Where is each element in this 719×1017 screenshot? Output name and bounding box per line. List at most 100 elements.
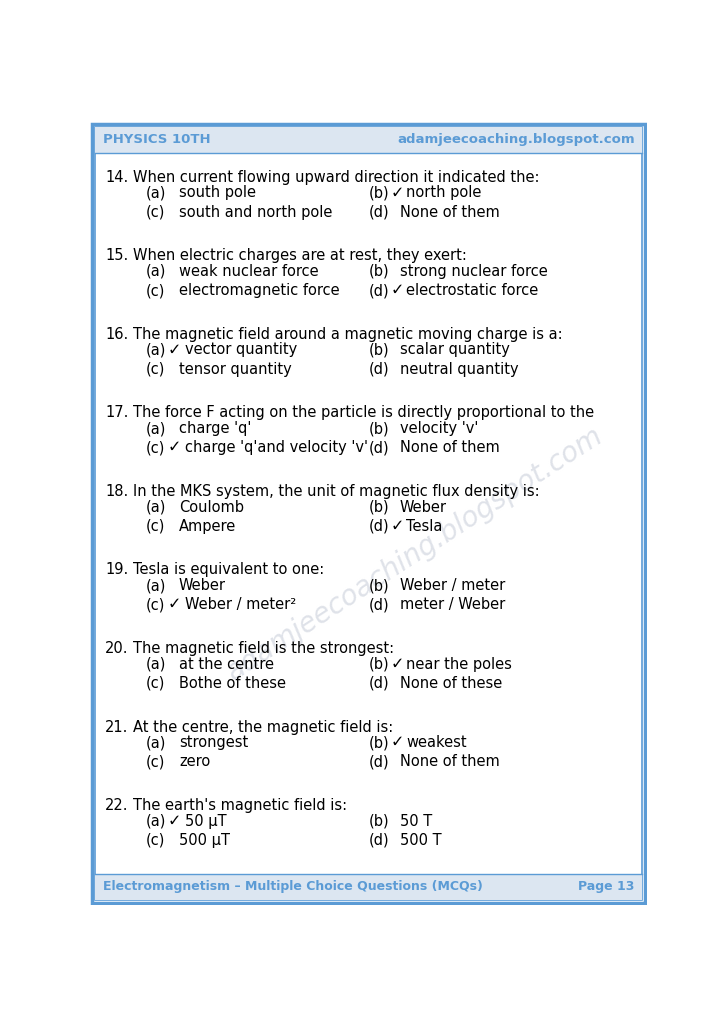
Text: (d): (d) (369, 440, 390, 456)
Text: (c): (c) (146, 519, 165, 534)
Text: The magnetic field is the strongest:: The magnetic field is the strongest: (133, 641, 395, 656)
Text: (c): (c) (146, 597, 165, 612)
Text: (a): (a) (146, 578, 166, 593)
Text: at the centre: at the centre (179, 657, 274, 671)
Text: 19.: 19. (106, 562, 129, 578)
Text: The force F acting on the particle is directly proportional to the: The force F acting on the particle is di… (133, 406, 595, 420)
Text: north pole: north pole (406, 185, 482, 200)
Text: velocity 'v': velocity 'v' (400, 421, 478, 436)
Text: (b): (b) (369, 814, 390, 829)
Text: (c): (c) (146, 676, 165, 691)
Text: 21.: 21. (106, 720, 129, 734)
Text: (c): (c) (146, 362, 165, 376)
Text: (b): (b) (369, 421, 390, 436)
Text: ✓: ✓ (390, 185, 404, 200)
Text: In the MKS system, the unit of magnetic flux density is:: In the MKS system, the unit of magnetic … (133, 484, 540, 499)
Text: (c): (c) (146, 755, 165, 770)
Text: 50 μT: 50 μT (186, 814, 226, 829)
Text: adamjeecoaching.blogspot.com: adamjeecoaching.blogspot.com (397, 133, 635, 146)
Text: When current flowing upward direction it indicated the:: When current flowing upward direction it… (133, 170, 540, 185)
Text: Bothe of these: Bothe of these (179, 676, 286, 691)
Text: 20.: 20. (106, 641, 129, 656)
Text: At the centre, the magnetic field is:: At the centre, the magnetic field is: (133, 720, 393, 734)
Text: (b): (b) (369, 499, 390, 515)
Text: None of them: None of them (400, 204, 500, 220)
Text: (a): (a) (146, 343, 166, 357)
Text: (a): (a) (146, 735, 166, 751)
Text: (c): (c) (146, 283, 165, 298)
Text: (d): (d) (369, 519, 390, 534)
FancyBboxPatch shape (96, 127, 641, 153)
Text: ✓: ✓ (168, 343, 180, 357)
Text: electrostatic force: electrostatic force (406, 283, 539, 298)
Text: (d): (d) (369, 204, 390, 220)
Text: ✓: ✓ (390, 735, 404, 751)
Text: zero: zero (179, 755, 210, 770)
Text: Tesla: Tesla (406, 519, 442, 534)
Text: 15.: 15. (106, 248, 129, 263)
Text: 16.: 16. (106, 326, 129, 342)
Text: Weber: Weber (179, 578, 226, 593)
Text: neutral quantity: neutral quantity (400, 362, 518, 376)
Text: 14.: 14. (106, 170, 129, 185)
Text: weakest: weakest (406, 735, 467, 751)
Text: meter / Weber: meter / Weber (400, 597, 505, 612)
Text: (c): (c) (146, 833, 165, 848)
Text: (b): (b) (369, 343, 390, 357)
Text: (c): (c) (146, 204, 165, 220)
Text: south and north pole: south and north pole (179, 204, 332, 220)
Text: (d): (d) (369, 283, 390, 298)
Text: charge 'q': charge 'q' (179, 421, 252, 436)
Text: (a): (a) (146, 657, 166, 671)
Text: vector quantity: vector quantity (186, 343, 298, 357)
Text: 17.: 17. (106, 406, 129, 420)
Text: ✓: ✓ (390, 519, 404, 534)
Text: ✓: ✓ (168, 597, 180, 612)
Text: None of them: None of them (400, 755, 500, 770)
FancyBboxPatch shape (96, 874, 641, 900)
Text: Page 13: Page 13 (578, 880, 635, 893)
Text: electromagnetic force: electromagnetic force (179, 283, 339, 298)
Text: (b): (b) (369, 657, 390, 671)
Text: Electromagnetism – Multiple Choice Questions (MCQs): Electromagnetism – Multiple Choice Quest… (103, 880, 483, 893)
Text: weak nuclear force: weak nuclear force (179, 264, 319, 279)
Text: strongest: strongest (179, 735, 248, 751)
Text: (a): (a) (146, 421, 166, 436)
Text: 50 T: 50 T (400, 814, 432, 829)
Text: Ampere: Ampere (179, 519, 237, 534)
Text: (c): (c) (146, 440, 165, 456)
Text: charge 'q'and velocity 'v': charge 'q'and velocity 'v' (186, 440, 368, 456)
Text: (b): (b) (369, 185, 390, 200)
FancyBboxPatch shape (96, 127, 641, 900)
Text: (a): (a) (146, 499, 166, 515)
Text: Coulomb: Coulomb (179, 499, 244, 515)
Text: ✓: ✓ (390, 657, 404, 671)
Text: ✓: ✓ (168, 440, 180, 456)
Text: None of these: None of these (400, 676, 502, 691)
Text: near the poles: near the poles (406, 657, 512, 671)
Text: (a): (a) (146, 264, 166, 279)
Text: 22.: 22. (106, 798, 129, 814)
Text: (b): (b) (369, 735, 390, 751)
Text: (a): (a) (146, 185, 166, 200)
Text: tensor quantity: tensor quantity (179, 362, 292, 376)
Text: scalar quantity: scalar quantity (400, 343, 510, 357)
Text: 18.: 18. (106, 484, 129, 499)
Text: (d): (d) (369, 362, 390, 376)
Text: Weber / meter²: Weber / meter² (186, 597, 296, 612)
Text: 500 μT: 500 μT (179, 833, 230, 848)
Text: adamjeecoaching.blogspot.com: adamjeecoaching.blogspot.com (222, 421, 609, 685)
Text: strong nuclear force: strong nuclear force (400, 264, 548, 279)
Text: (d): (d) (369, 676, 390, 691)
Text: (b): (b) (369, 578, 390, 593)
Text: PHYSICS 10TH: PHYSICS 10TH (103, 133, 211, 146)
Text: (a): (a) (146, 814, 166, 829)
Text: None of them: None of them (400, 440, 500, 456)
Text: south pole: south pole (179, 185, 256, 200)
Text: The earth's magnetic field is:: The earth's magnetic field is: (133, 798, 347, 814)
Text: When electric charges are at rest, they exert:: When electric charges are at rest, they … (133, 248, 467, 263)
Text: The magnetic field around a magnetic moving charge is a:: The magnetic field around a magnetic mov… (133, 326, 563, 342)
Text: ✓: ✓ (390, 283, 404, 298)
Text: Weber / meter: Weber / meter (400, 578, 505, 593)
Text: (d): (d) (369, 597, 390, 612)
